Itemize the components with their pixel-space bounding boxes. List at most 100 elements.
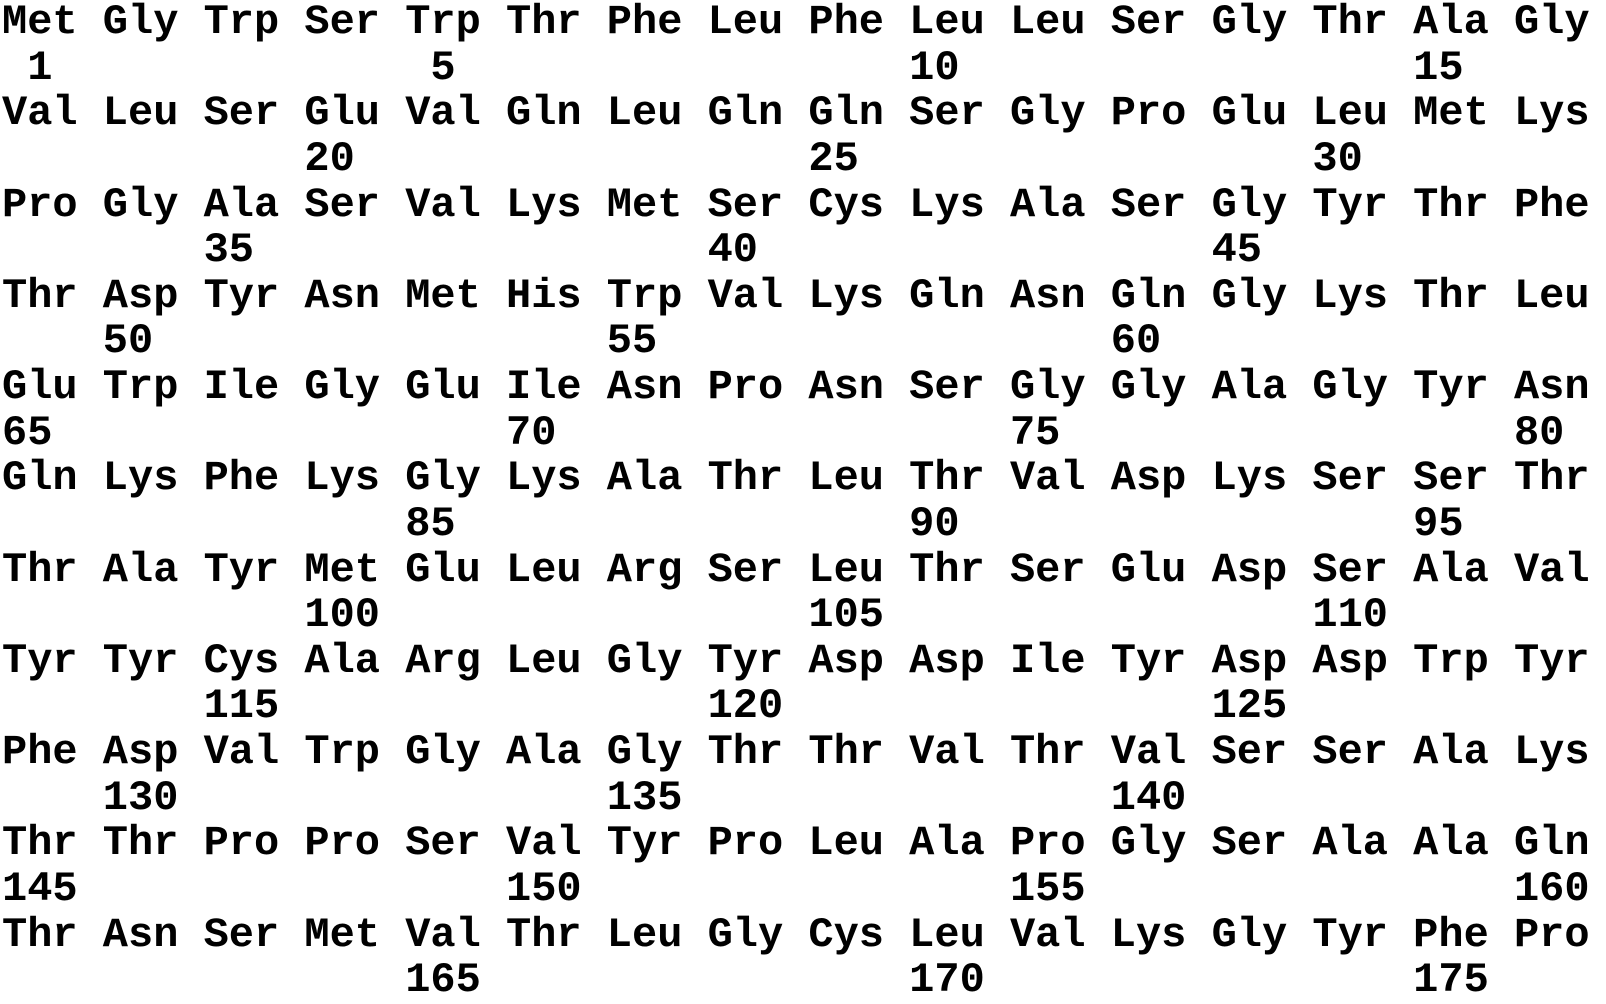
position-number-slot bbox=[607, 867, 708, 913]
residue: Asn bbox=[1513, 363, 1590, 412]
position-number-slot bbox=[1111, 867, 1212, 913]
residue: Met bbox=[304, 910, 381, 959]
residue: Thr bbox=[2, 819, 78, 868]
position-number-slot bbox=[1010, 958, 1111, 1004]
residue: Ala bbox=[304, 636, 381, 685]
position-number-slot bbox=[1514, 228, 1606, 274]
position-line: 35 40 45 bbox=[2, 228, 1606, 274]
residue: Ser bbox=[909, 89, 985, 138]
residue-line: Thr Asp Tyr Asn Met His Trp Val Lys Gln Asn Gln Gly L… bbox=[2, 271, 1606, 320]
residue: Gly bbox=[405, 728, 481, 777]
residue: Met bbox=[304, 545, 381, 594]
position-number-slot bbox=[103, 684, 204, 730]
position-number-slot bbox=[506, 319, 607, 365]
residue: Ser bbox=[1211, 819, 1288, 868]
residue: Trp bbox=[1413, 636, 1489, 685]
position-line: 130 135 140 bbox=[2, 773, 1606, 822]
position-number-slot bbox=[304, 867, 405, 913]
residue: Leu bbox=[909, 0, 985, 46]
position-number-slot bbox=[1212, 411, 1313, 457]
residue: Thr bbox=[505, 0, 582, 46]
residue: Ile bbox=[203, 363, 280, 412]
residue: Gly bbox=[707, 910, 784, 959]
residue: Thr bbox=[707, 728, 784, 777]
position-number-slot bbox=[2, 502, 103, 548]
residue: Val bbox=[1513, 545, 1590, 594]
position-number: 170 bbox=[909, 956, 985, 1004]
residue: Gln bbox=[2, 454, 78, 503]
position-number-slot bbox=[1212, 867, 1313, 913]
residue: Tyr bbox=[1312, 910, 1388, 959]
residue: Gln bbox=[808, 89, 884, 138]
residue: Asp bbox=[1211, 636, 1288, 685]
residue: Ser bbox=[1312, 454, 1388, 503]
residue: Cys bbox=[203, 636, 280, 685]
position-number: 20 bbox=[304, 134, 355, 183]
residue: Tyr bbox=[707, 636, 784, 685]
residue-line: Val Leu Ser Glu Val Gln Leu Gln Gln Ser Gly Pro Glu L… bbox=[2, 91, 1606, 137]
position-number-slot bbox=[1212, 502, 1313, 548]
position-number-slot bbox=[1413, 411, 1514, 457]
position-number: 140 bbox=[1110, 773, 1187, 822]
residue: Ala bbox=[606, 454, 683, 503]
position-number-slot bbox=[304, 776, 405, 822]
residue: Lys bbox=[1110, 910, 1187, 959]
position-number-slot bbox=[506, 958, 607, 1004]
position-number-slot bbox=[204, 958, 305, 1004]
position-number-slot bbox=[103, 958, 204, 1004]
position-number: 80 bbox=[1513, 408, 1565, 457]
position-number-slot bbox=[405, 776, 506, 822]
position-number-slot bbox=[1212, 319, 1313, 365]
residue: Glu bbox=[2, 363, 78, 412]
position-number-slot bbox=[204, 593, 305, 639]
residue: Ser bbox=[203, 89, 280, 138]
sequence-row: Glu Trp Ile Gly Glu Ile Asn Pro Asn Ser Gly Gly Ala G… bbox=[2, 363, 1606, 457]
residue: Leu bbox=[808, 454, 884, 503]
residue: Leu bbox=[808, 545, 884, 594]
residue: Phe bbox=[606, 0, 683, 46]
residue: Pro bbox=[707, 819, 784, 868]
position-number: 30 bbox=[1312, 134, 1363, 183]
position-number-slot bbox=[808, 958, 909, 1004]
residue: Ser bbox=[1312, 545, 1388, 594]
position-number: 60 bbox=[1110, 317, 1162, 366]
residue: Asp bbox=[102, 271, 179, 320]
sequence-row: Thr Asn Ser Met Val Thr Leu Gly Cys Leu Val Lys Gly T… bbox=[2, 910, 1606, 1004]
position-number-slot bbox=[1514, 502, 1606, 548]
residue: Thr bbox=[1413, 180, 1489, 229]
residue: Leu bbox=[1513, 271, 1590, 320]
position-number-slot bbox=[607, 137, 708, 183]
position-number-slot bbox=[304, 228, 405, 274]
residue: Gly bbox=[304, 363, 381, 412]
position-number-slot bbox=[506, 228, 607, 274]
residue: Gly bbox=[102, 0, 179, 46]
residue-line: Phe Asp Val Trp Gly Ala Gly Thr Thr Val Thr Val Ser S… bbox=[2, 728, 1606, 777]
position-line: 100 105 110 bbox=[2, 593, 1606, 639]
residue: Val bbox=[203, 728, 280, 777]
residue: Ala bbox=[909, 819, 985, 868]
position-number: 65 bbox=[2, 408, 53, 457]
position-number-slot bbox=[506, 776, 607, 822]
residue: Thr bbox=[2, 910, 78, 959]
position-number-slot bbox=[1010, 46, 1111, 92]
residue: Met bbox=[405, 271, 481, 320]
residue: Cys bbox=[808, 910, 884, 959]
position-number-slot bbox=[405, 228, 506, 274]
residue: Phe bbox=[808, 0, 884, 46]
position-number-slot bbox=[1514, 319, 1606, 365]
residue: Cys bbox=[808, 180, 884, 229]
position-number-slot bbox=[506, 593, 607, 639]
position-number-slot bbox=[1010, 684, 1111, 730]
residue: Glu bbox=[405, 545, 481, 594]
residue: Gln bbox=[909, 271, 985, 320]
residue: Lys bbox=[1211, 454, 1288, 503]
position-number-slot bbox=[909, 776, 1010, 822]
position-line: 20 25 30 bbox=[2, 134, 1606, 183]
position-number: 105 bbox=[808, 591, 884, 640]
residue: Asp bbox=[808, 636, 884, 685]
residue: Asn bbox=[102, 910, 179, 959]
residue: Thr bbox=[1009, 728, 1086, 777]
residue-line: Pro Gly Ala Ser Val Lys Met Ser Cys Lys Ala Ser Gly T… bbox=[2, 180, 1606, 229]
position-number-slot bbox=[1212, 958, 1313, 1004]
position-number: 10 bbox=[909, 43, 960, 92]
